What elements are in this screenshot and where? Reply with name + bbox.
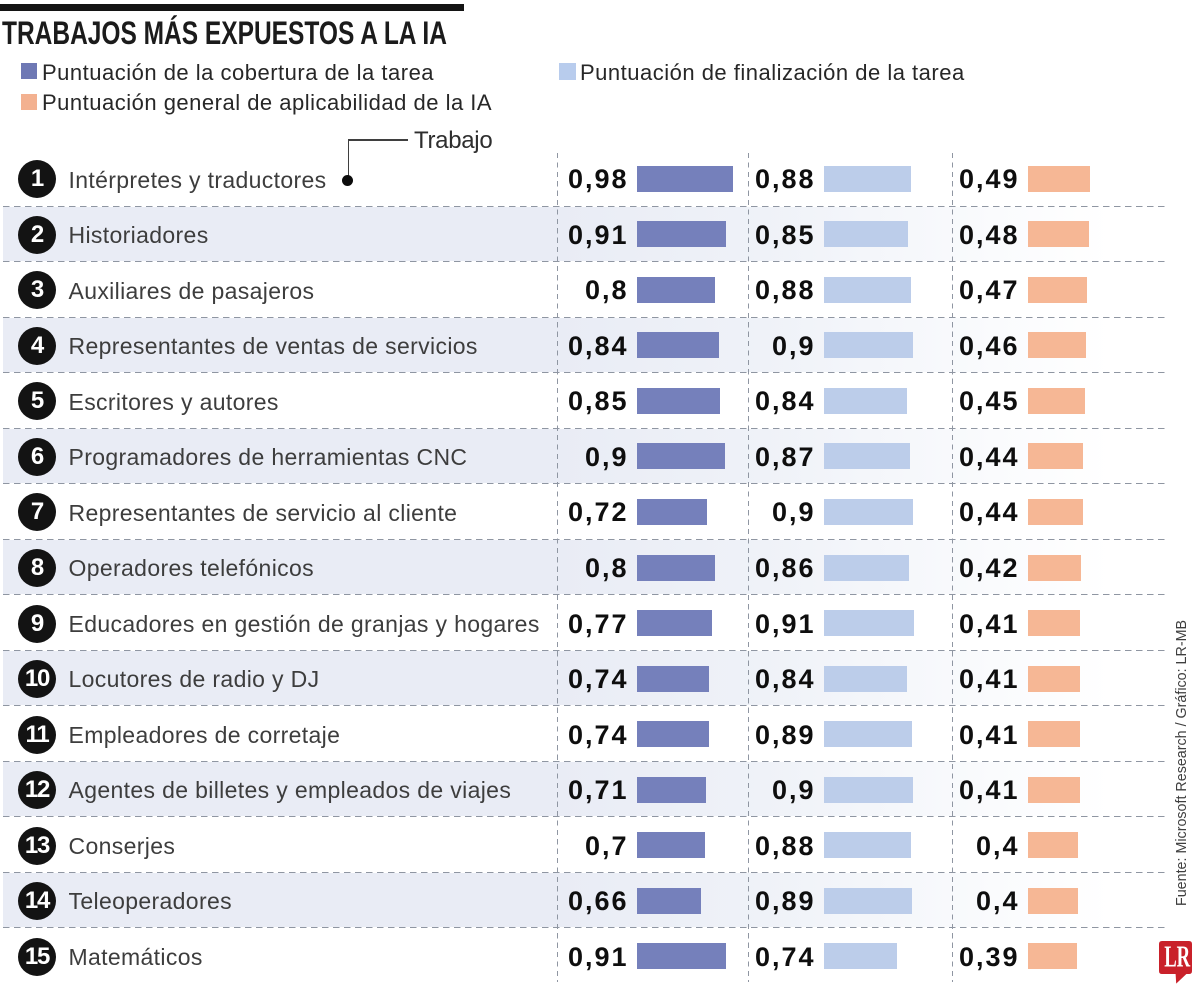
svg-text:LR: LR <box>1164 941 1191 973</box>
